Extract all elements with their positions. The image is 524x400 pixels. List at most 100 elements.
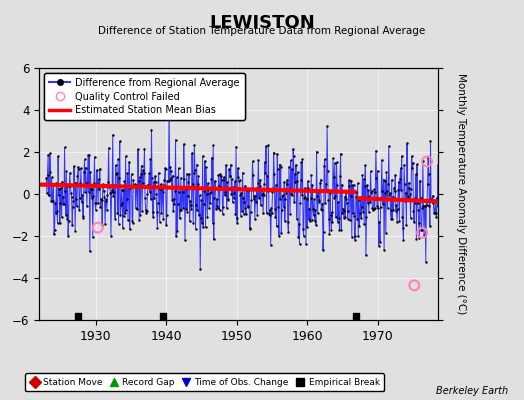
Point [330,174,338,180]
Point [159,216,168,222]
Point [102,196,111,202]
Point [67,190,75,196]
Point [166,177,174,183]
Point [47,198,55,204]
Point [408,165,417,172]
Point [151,178,160,185]
Point [131,181,139,187]
Point [311,218,319,224]
Point [292,162,300,168]
Point [396,176,404,182]
Point [339,206,347,212]
Point [99,181,107,188]
Point [427,137,435,144]
Point [138,167,147,173]
Point [118,224,127,231]
Point [381,230,390,236]
Point [57,184,65,191]
Point [180,176,189,182]
Point [319,247,327,254]
Point [198,220,206,226]
Point [196,214,205,221]
Point [338,210,346,216]
Point [172,233,180,240]
Point [340,214,348,221]
Point [147,196,155,202]
Point [233,215,241,221]
Point [352,189,361,195]
Point [419,158,427,164]
Point [119,187,127,194]
Point [234,165,242,171]
Point [179,205,188,212]
Point [357,215,365,221]
Point [53,220,62,226]
Point [147,126,156,133]
Point [52,180,61,186]
Point [356,194,365,200]
Point [297,159,305,165]
Point [175,189,183,195]
Point [200,188,209,194]
Point [375,242,383,249]
Point [367,188,376,194]
Point [92,206,100,213]
Point [263,172,271,179]
Point [364,200,372,206]
Text: Difference of Station Temperature Data from Regional Average: Difference of Station Temperature Data f… [99,26,425,36]
Point [231,210,239,217]
Point [413,161,421,168]
Point [296,240,304,247]
Point [59,201,67,207]
Point [222,162,230,168]
Point [269,149,278,156]
Point [107,189,116,195]
Point [350,182,358,188]
Point [108,132,117,138]
Point [428,196,436,203]
Point [394,206,402,213]
Point [265,211,273,218]
Point [202,164,210,170]
Point [323,168,332,175]
Point [170,201,179,208]
Point [327,227,335,234]
Point [197,196,205,203]
Point [354,180,362,186]
Point [259,192,268,198]
Point [220,174,228,180]
Point [124,184,133,190]
Point [58,214,66,220]
Point [86,169,95,175]
Point [48,174,56,181]
Point [88,186,96,192]
Point [152,191,160,198]
Point [151,173,159,180]
Point [121,210,129,216]
Point [345,183,354,190]
Point [209,220,217,226]
Point [53,208,61,214]
Point [94,224,102,231]
Point [228,176,236,182]
Point [162,212,171,218]
Point [307,195,315,202]
Point [60,144,69,151]
Point [358,172,367,178]
Point [56,200,64,206]
Point [406,214,414,221]
Text: Berkeley Earth: Berkeley Earth [436,386,508,396]
Point [418,226,426,233]
Point [136,212,145,218]
Point [210,194,219,201]
Point [297,177,305,183]
Point [223,179,232,185]
Point [177,207,185,214]
Point [393,218,401,225]
Point [291,178,300,185]
Point [82,164,90,171]
Point [166,164,174,170]
Point [378,188,387,194]
Point [243,186,252,193]
Point [379,176,388,183]
